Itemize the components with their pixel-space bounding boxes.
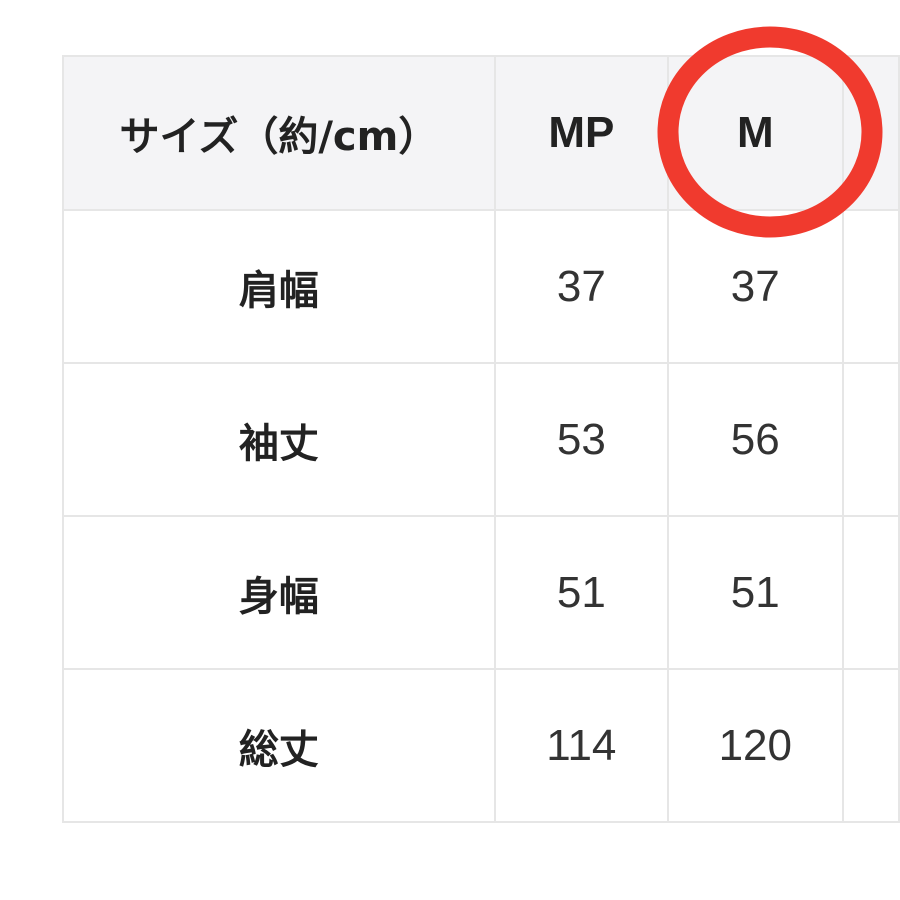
size-table: サイズ（約/cm） MP M 肩幅 37 37 袖丈 53 56 身幅 51 5…: [62, 55, 900, 823]
table-row: 肩幅 37 37: [62, 209, 900, 364]
cell: 53: [493, 362, 669, 517]
row-label: 総丈: [62, 668, 496, 823]
cell: 37: [493, 209, 669, 364]
header-m: M: [666, 55, 844, 211]
cell: [841, 515, 900, 670]
row-label: 身幅: [62, 515, 496, 670]
cell: 51: [493, 515, 669, 670]
table-row: 総丈 114 120: [62, 668, 900, 823]
header-next: [841, 55, 900, 211]
row-label: 肩幅: [62, 209, 496, 364]
cell: [841, 209, 900, 364]
cell: 37: [666, 209, 844, 364]
header-mp: MP: [493, 55, 669, 211]
header-size: サイズ（約/cm）: [62, 55, 496, 211]
cell: 120: [666, 668, 844, 823]
row-label: 袖丈: [62, 362, 496, 517]
cell: [841, 668, 900, 823]
cell: 56: [666, 362, 844, 517]
table-row: 身幅 51 51: [62, 515, 900, 670]
cell: [841, 362, 900, 517]
header-row: サイズ（約/cm） MP M: [62, 55, 900, 211]
cell: 51: [666, 515, 844, 670]
cell: 114: [493, 668, 669, 823]
table-row: 袖丈 53 56: [62, 362, 900, 517]
